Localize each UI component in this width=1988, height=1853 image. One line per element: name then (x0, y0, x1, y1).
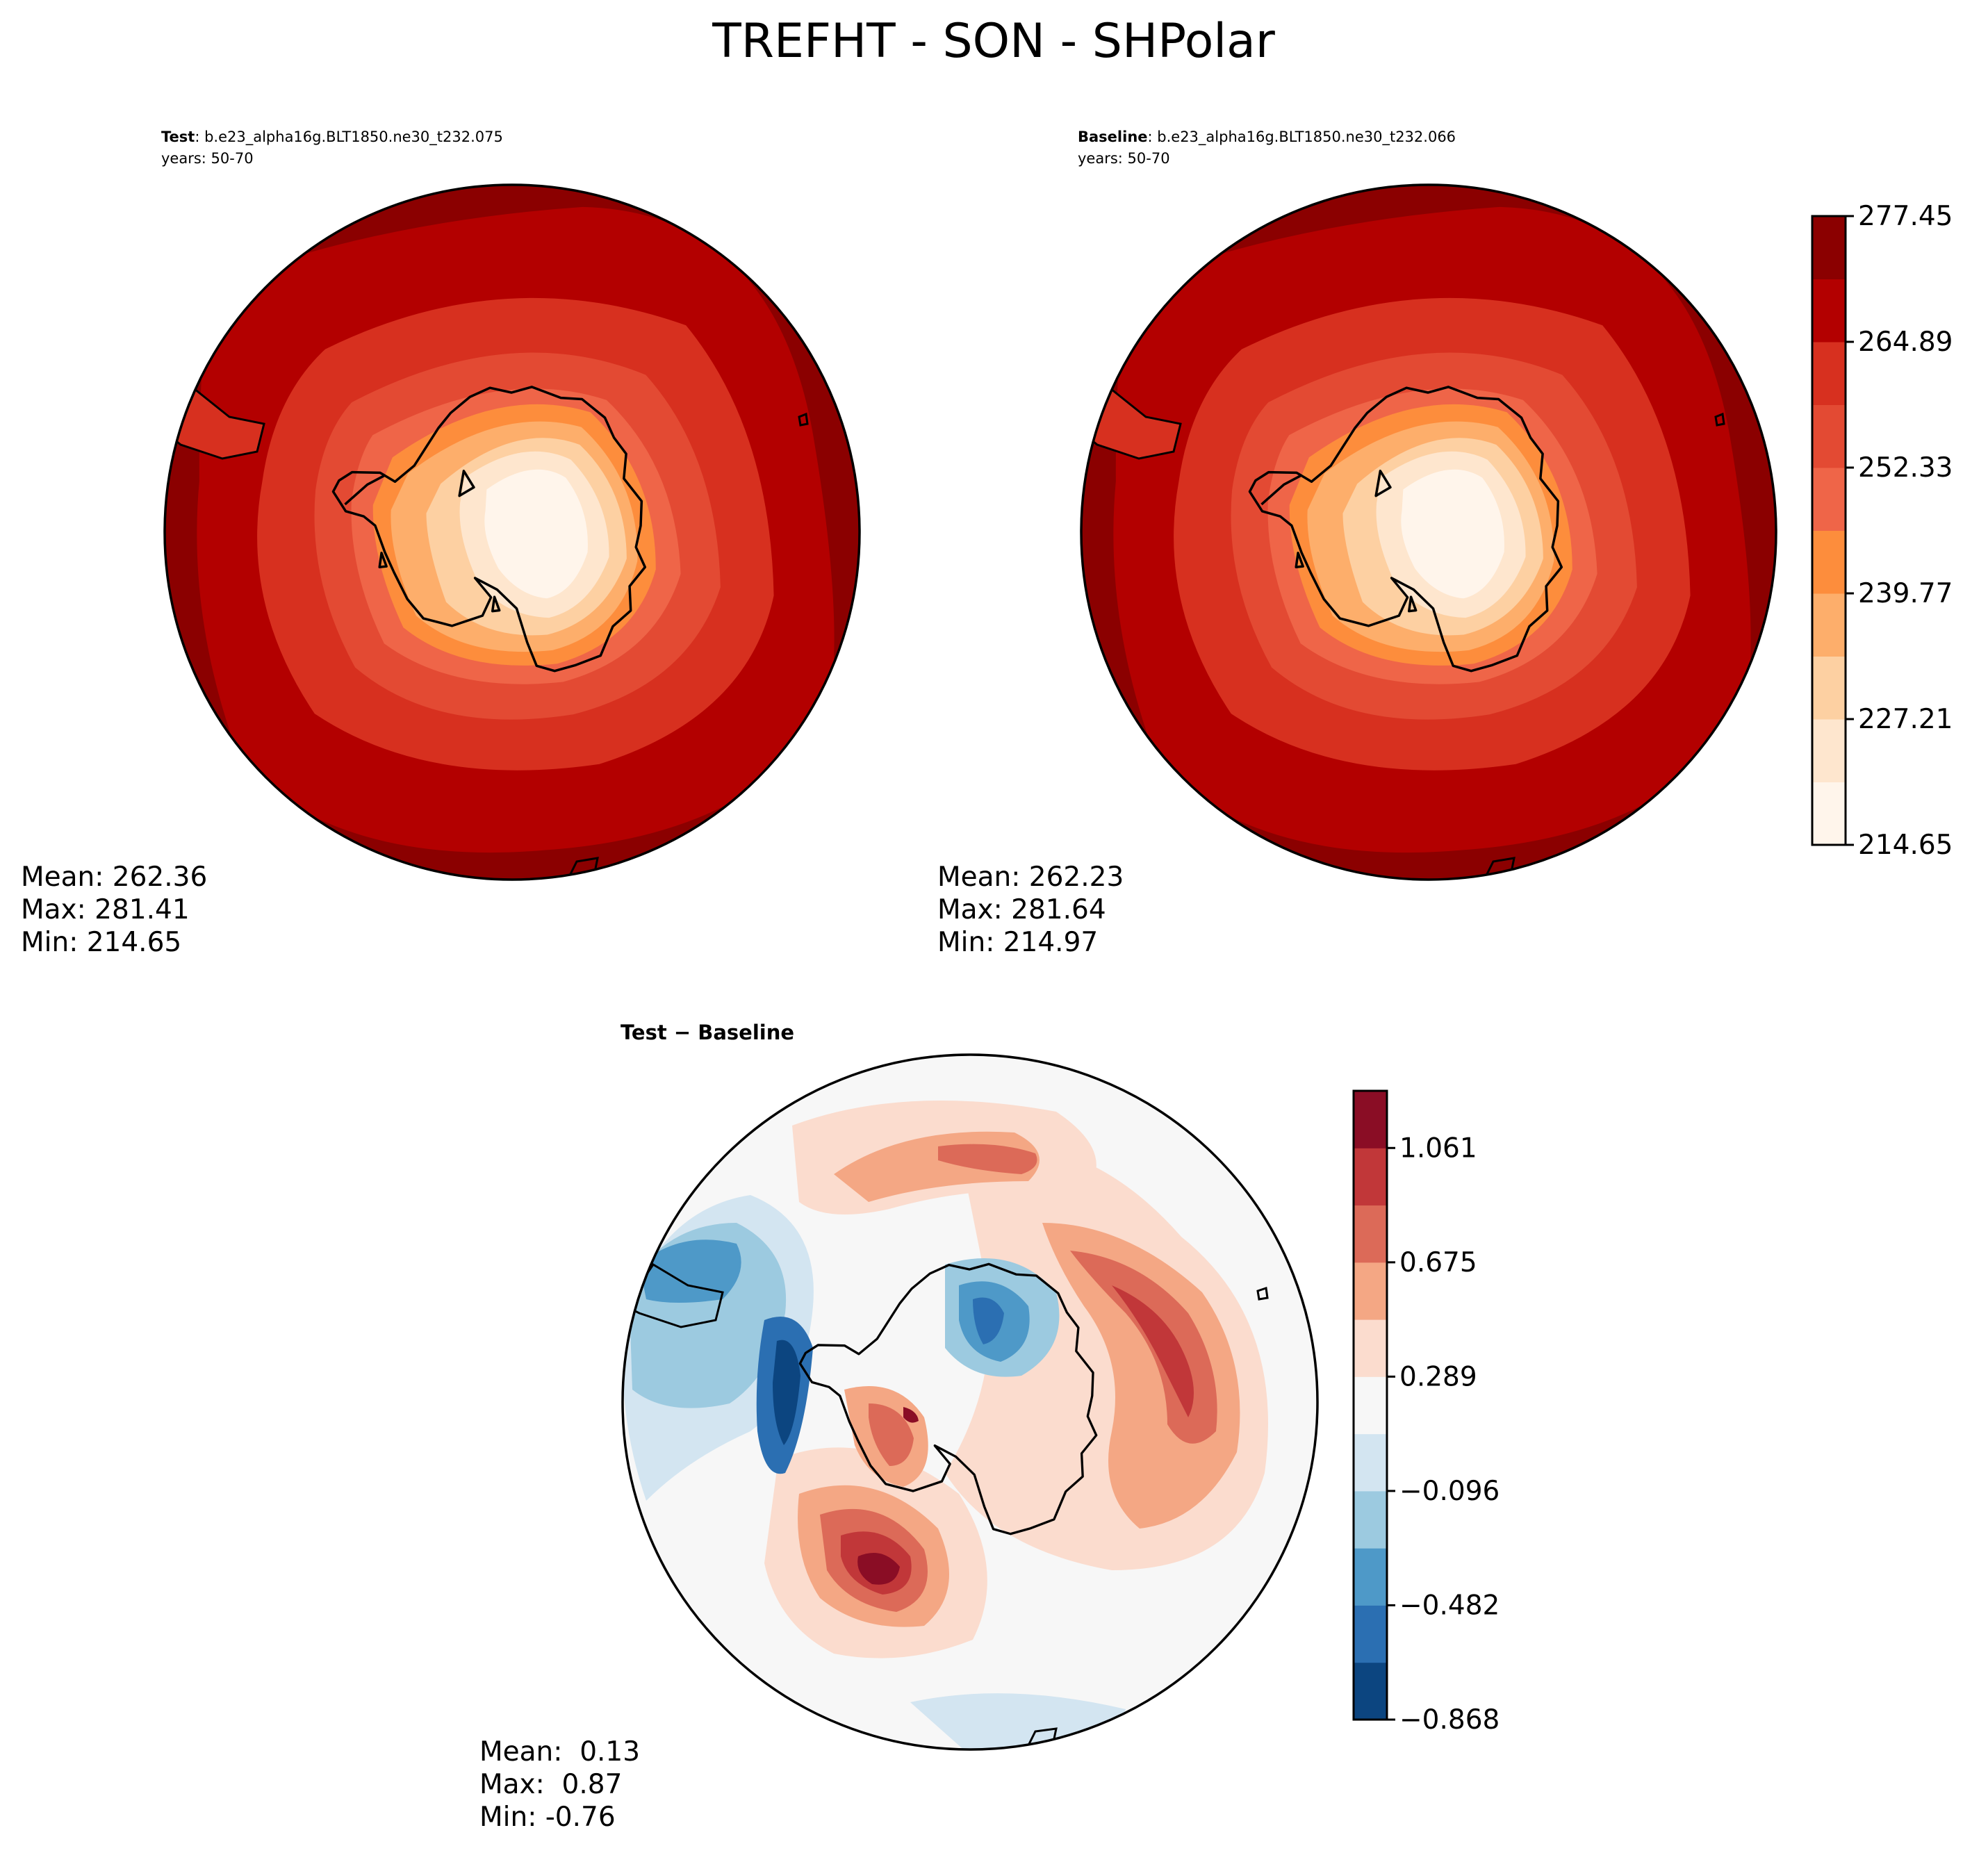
test-max: Max: 281.41 (21, 894, 190, 925)
colorbar-abs-block (1812, 719, 1846, 782)
colorbar-abs-block (1812, 342, 1846, 405)
colorbar-diff-block (1354, 1148, 1387, 1206)
colorbar-abs-block (1812, 530, 1846, 594)
baseline-map (1081, 185, 1776, 880)
test-header: Test: b.e23_alpha16g.BLT1850.ne30_t232.0… (161, 129, 503, 146)
test-map (165, 185, 860, 880)
baseline-years: years: 50-70 (1078, 150, 1170, 167)
diff-title: Test − Baseline (621, 1021, 794, 1044)
diff-min: Min: -0.76 (479, 1802, 616, 1833)
colorbar-abs-tick-label: 264.89 (1858, 327, 1953, 358)
colorbar-abs-tick-label: 214.65 (1858, 830, 1953, 861)
colorbar-diff-tick-label: 0.289 (1399, 1361, 1477, 1392)
colorbar-diff-block (1354, 1262, 1387, 1320)
colorbar-diff-tick-label: −0.096 (1399, 1476, 1500, 1507)
colorbar-difference-frame (1352, 1089, 1388, 1721)
baseline-mean: Mean: 262.23 (937, 862, 1124, 893)
colorbar-diff-block (1354, 1319, 1387, 1377)
colorbar-abs-block (1812, 216, 1846, 279)
diff-map-boundary (621, 1053, 1319, 1751)
test-label-case: : b.e23_alpha16g.BLT1850.ne30_t232.075 (195, 129, 503, 146)
colorbar-diff-block (1354, 1662, 1387, 1720)
colorbar-abs-block (1812, 404, 1846, 468)
baseline-min: Min: 214.97 (937, 927, 1098, 958)
colorbar-absolute (1812, 216, 1846, 846)
colorbar-abs-tick-label: 239.77 (1858, 578, 1953, 609)
test-label-bold: Test (161, 129, 195, 145)
colorbar-abs-block (1812, 656, 1846, 720)
colorbar-diff-block (1354, 1605, 1387, 1663)
baseline-label-bold: Baseline (1078, 129, 1148, 145)
colorbar-diff-block (1354, 1091, 1387, 1148)
test-min: Min: 214.65 (21, 927, 181, 958)
colorbar-abs-block (1812, 593, 1846, 657)
colorbar-diff-tick-label: 1.061 (1399, 1133, 1477, 1164)
colorbar-absolute-frame (1811, 215, 1847, 846)
colorbar-abs-block (1812, 782, 1846, 846)
colorbar-diff-block (1354, 1433, 1387, 1492)
diff-map (623, 1055, 1317, 1749)
baseline-map-boundary (1080, 183, 1777, 881)
colorbar-difference (1354, 1091, 1387, 1720)
colorbar-diff-block (1354, 1376, 1387, 1435)
colorbar-diff-tick-label: −0.482 (1399, 1590, 1500, 1621)
colorbar-diff-block (1354, 1548, 1387, 1606)
figure-title: TREFHT - SON - SHPolar (712, 14, 1275, 69)
colorbar-abs-tick-label: 252.33 (1858, 452, 1953, 484)
baseline-header: Baseline: b.e23_alpha16g.BLT1850.ne30_t2… (1078, 129, 1456, 146)
colorbar-diff-block (1354, 1490, 1387, 1549)
colorbar-diff-tick-label: −0.868 (1399, 1704, 1500, 1736)
colorbar-abs-block (1812, 279, 1846, 343)
baseline-max: Max: 281.64 (937, 894, 1106, 925)
diff-max: Max: 0.87 (479, 1769, 622, 1800)
colorbar-diff-tick-label: 0.675 (1399, 1247, 1477, 1278)
baseline-label-case: : b.e23_alpha16g.BLT1850.ne30_t232.066 (1148, 129, 1456, 146)
colorbar-abs-block (1812, 468, 1846, 531)
test-mean: Mean: 262.36 (21, 862, 207, 893)
colorbar-diff-block (1354, 1205, 1387, 1263)
colorbar-abs-tick-label: 277.45 (1858, 201, 1953, 232)
test-years: years: 50-70 (161, 150, 254, 167)
diff-mean: Mean: 0.13 (479, 1736, 640, 1768)
colorbar-abs-tick-label: 227.21 (1858, 704, 1953, 735)
test-map-boundary (163, 183, 861, 881)
